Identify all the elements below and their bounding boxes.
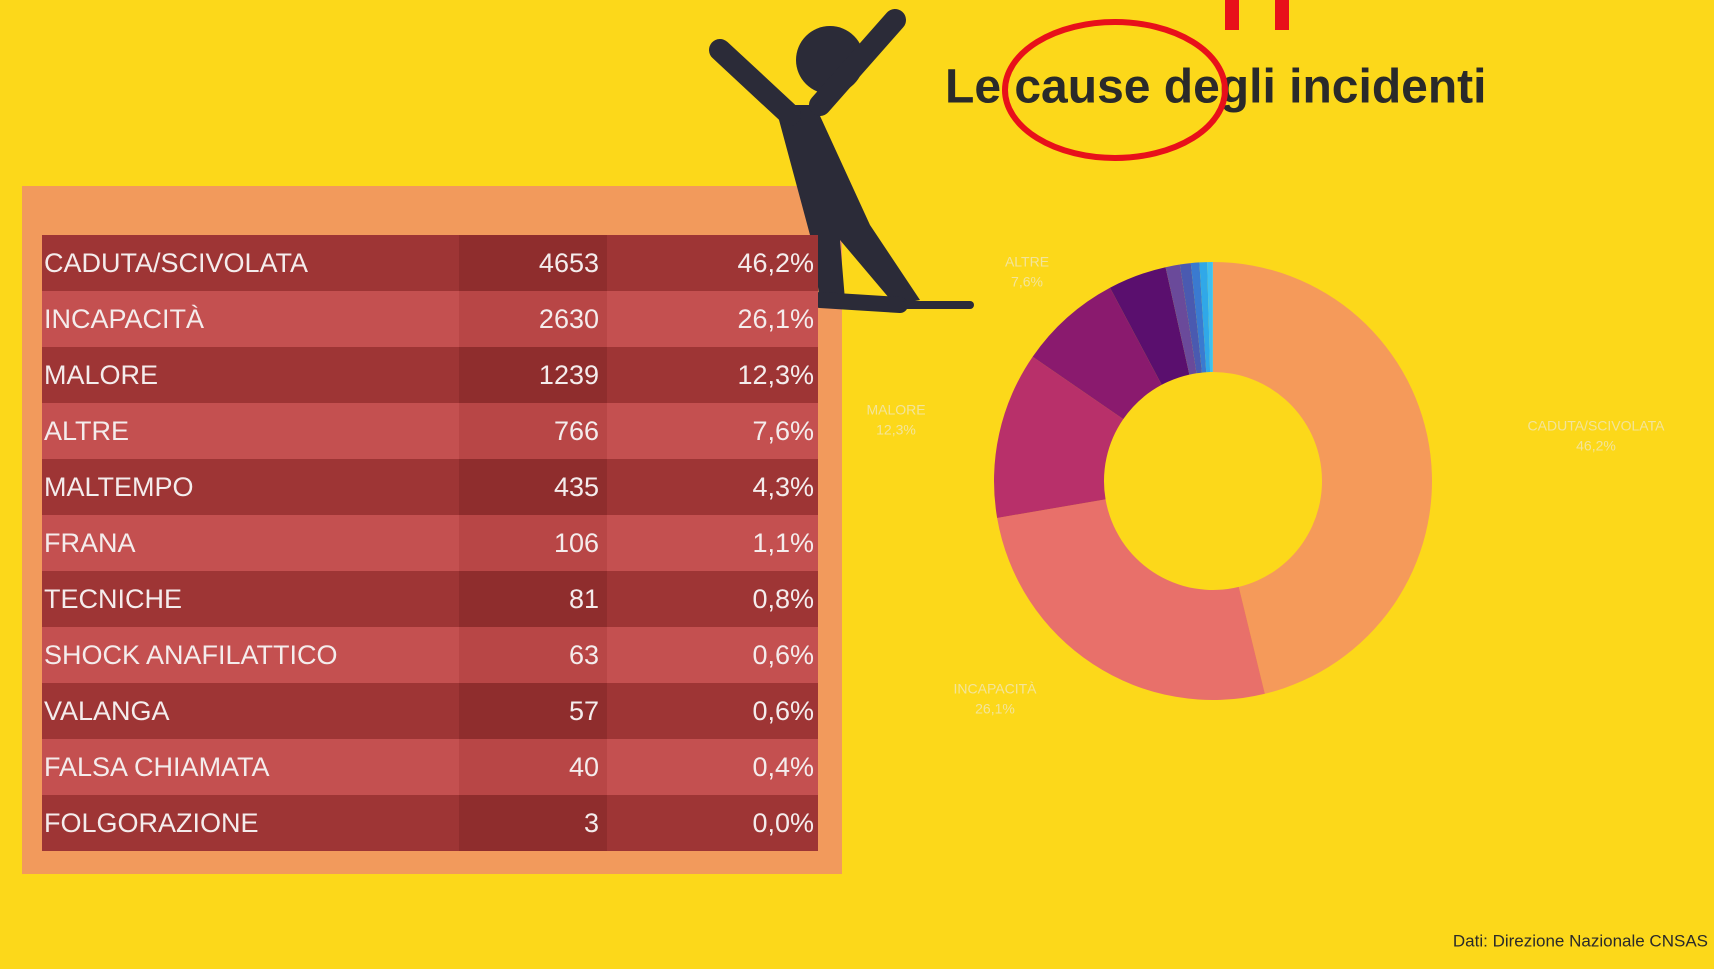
donut-label-percent: 12,3% — [876, 422, 916, 438]
table-cell — [607, 347, 818, 403]
table-cell — [459, 683, 607, 739]
cause-count: 766 — [554, 416, 599, 446]
table-cell — [607, 291, 818, 347]
annotation-mark — [1275, 0, 1289, 30]
table-cell — [459, 571, 607, 627]
cause-name: MALTEMPO — [44, 472, 194, 502]
donut-slice — [1190, 262, 1207, 373]
title: Le cause degli incidenti — [945, 61, 1486, 114]
table-cell — [42, 235, 459, 291]
cause-count: 1239 — [539, 360, 599, 390]
table-cell — [459, 795, 607, 851]
table-cell — [42, 403, 459, 459]
table-cell — [607, 627, 818, 683]
cause-name: FALSA CHIAMATA — [44, 752, 270, 782]
donut-slice — [1199, 262, 1211, 373]
table-cell — [607, 571, 818, 627]
donut-slice — [1032, 287, 1162, 420]
cause-percent: 1,1% — [752, 528, 814, 558]
table-cell — [607, 739, 818, 795]
cause-name: FOLGORAZIONE — [44, 808, 259, 838]
table-cell — [459, 235, 607, 291]
table-cell — [459, 739, 607, 795]
cause-count: 40 — [569, 752, 599, 782]
table-cell — [607, 459, 818, 515]
table-cell — [42, 571, 459, 627]
donut-label-name: ALTRE — [1005, 254, 1049, 270]
donut-slice — [994, 356, 1124, 518]
table-cell — [459, 515, 607, 571]
cause-percent: 0,0% — [752, 808, 814, 838]
table-cell — [42, 515, 459, 571]
donut-label-percent: 46,2% — [1576, 438, 1616, 454]
cause-count: 57 — [569, 696, 599, 726]
cause-count: 2630 — [539, 304, 599, 334]
falling-figure-icon — [709, 9, 974, 313]
cause-percent: 0,8% — [752, 584, 814, 614]
cause-count: 435 — [554, 472, 599, 502]
cause-percent: 12,3% — [737, 360, 814, 390]
cause-percent: 0,6% — [752, 640, 814, 670]
table-cell — [607, 683, 818, 739]
highlight-circle — [1002, 19, 1228, 161]
cause-percent: 7,6% — [752, 416, 814, 446]
table-cell — [459, 403, 607, 459]
table-cell — [459, 459, 607, 515]
cause-count: 3 — [584, 808, 599, 838]
source-note: Dati: Direzione Nazionale CNSAS — [1453, 931, 1708, 950]
table-cell — [42, 347, 459, 403]
donut-slice — [1207, 262, 1213, 373]
table-cell — [42, 291, 459, 347]
donut-label-percent: 26,1% — [975, 701, 1015, 717]
table-cell — [459, 627, 607, 683]
donut-slice — [997, 499, 1265, 700]
cause-count: 106 — [554, 528, 599, 558]
table-cell — [42, 795, 459, 851]
table-cell — [42, 459, 459, 515]
cause-percent: 0,6% — [752, 696, 814, 726]
table-cell — [607, 403, 818, 459]
donut-label-name: CADUTA/SCIVOLATA — [1528, 418, 1666, 434]
table-cell — [42, 627, 459, 683]
cause-percent: 26,1% — [737, 304, 814, 334]
cause-percent: 46,2% — [737, 248, 814, 278]
cause-name: TECNICHE — [44, 584, 182, 614]
donut-label-name: MALORE — [866, 402, 925, 418]
table-cell — [459, 291, 607, 347]
cause-name: ALTRE — [44, 416, 129, 446]
table-cell — [607, 795, 818, 851]
donut-slice — [1165, 264, 1197, 375]
cause-name: SHOCK ANAFILATTICO — [44, 640, 338, 670]
cause-count: 4653 — [539, 248, 599, 278]
donut-slice — [1109, 267, 1190, 385]
donut-slice — [1179, 263, 1202, 374]
annotation-mark — [1225, 0, 1239, 30]
donut-slice — [1213, 262, 1432, 694]
table-cell — [459, 347, 607, 403]
donut-label-percent: 7,6% — [1011, 274, 1043, 290]
cause-percent: 0,4% — [752, 752, 814, 782]
cause-percent: 4,3% — [752, 472, 814, 502]
cause-name: INCAPACITÀ — [44, 304, 204, 334]
cause-name: VALANGA — [44, 696, 170, 726]
table-cell — [607, 515, 818, 571]
cause-count: 63 — [569, 640, 599, 670]
cause-count: 81 — [569, 584, 599, 614]
cause-name: CADUTA/SCIVOLATA — [44, 248, 308, 278]
cause-name: FRANA — [44, 528, 136, 558]
cause-name: MALORE — [44, 360, 158, 390]
table-cell — [42, 739, 459, 795]
table-cell — [42, 683, 459, 739]
donut-label-name: INCAPACITÀ — [954, 681, 1038, 697]
table-cell — [607, 235, 818, 291]
